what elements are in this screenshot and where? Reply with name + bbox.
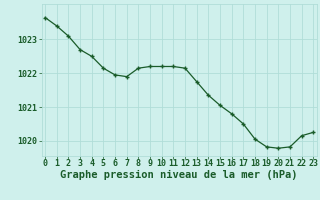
X-axis label: Graphe pression niveau de la mer (hPa): Graphe pression niveau de la mer (hPa) <box>60 170 298 180</box>
